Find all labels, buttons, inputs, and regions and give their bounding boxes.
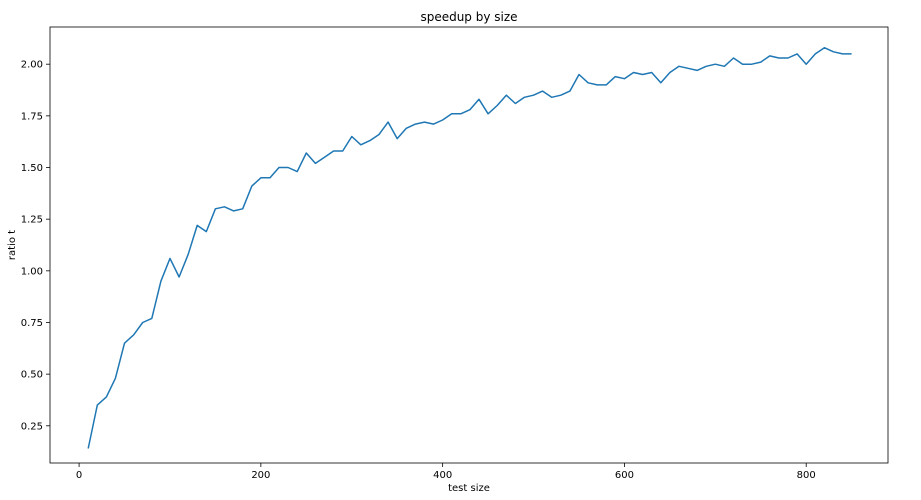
y-axis-label: ratio t [7,230,18,260]
y-tick-label: 0.25 [21,421,43,432]
y-tick-label: 1.75 [21,111,43,122]
x-tick-label: 600 [615,470,634,481]
x-tick-label: 800 [797,470,816,481]
chart-title: speedup by size [420,10,517,24]
x-axis-label: test size [448,483,490,494]
y-tick-label: 1.25 [21,215,43,226]
y-tick-label: 0.50 [21,370,43,381]
x-tick-label: 200 [251,470,270,481]
x-tick-label: 0 [76,470,82,481]
plot-frame [49,26,889,464]
x-tick-label: 400 [433,470,452,481]
y-tick-label: 0.75 [21,318,43,329]
series-line [87,46,852,449]
y-tick-label: 1.50 [21,163,43,174]
plot-area: 0 200 400 600 800 0.25 0.50 0.75 1.00 1.25 1.50 1.7… [21,26,889,481]
y-tick-label: 1.00 [21,266,43,277]
y-tick-label: 2.00 [21,60,43,71]
